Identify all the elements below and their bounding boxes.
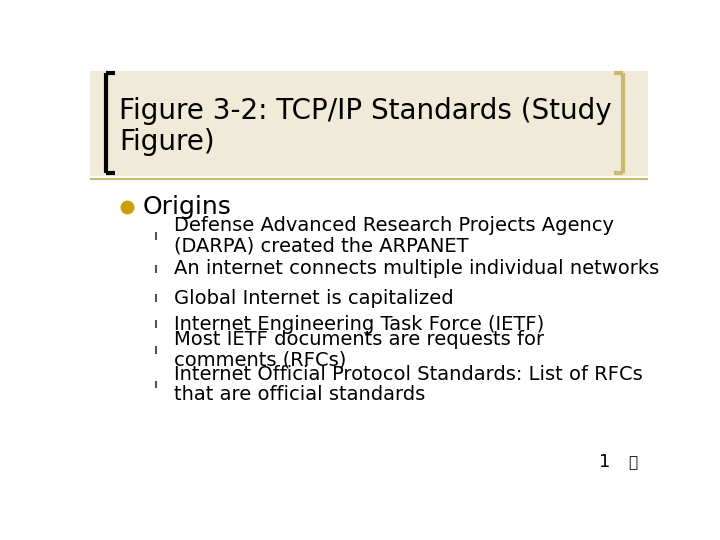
Text: 1: 1 — [600, 453, 611, 470]
Text: Figure): Figure) — [120, 128, 215, 156]
Text: 🔉: 🔉 — [629, 456, 638, 470]
Text: Most IETF documents are requests for: Most IETF documents are requests for — [174, 330, 544, 349]
Text: Origins: Origins — [143, 195, 232, 219]
Text: Internet Official Protocol Standards: List of RFCs: Internet Official Protocol Standards: Li… — [174, 364, 642, 383]
Text: Global Internet is capitalized: Global Internet is capitalized — [174, 288, 454, 308]
Text: An internet connects multiple individual networks: An internet connects multiple individual… — [174, 259, 659, 278]
Text: comments (RFCs): comments (RFCs) — [174, 350, 346, 369]
Text: Internet Engineering Task Force (IETF): Internet Engineering Task Force (IETF) — [174, 315, 544, 334]
Text: Figure 3-2: TCP/IP Standards (Study: Figure 3-2: TCP/IP Standards (Study — [120, 97, 612, 125]
Text: Defense Advanced Research Projects Agency: Defense Advanced Research Projects Agenc… — [174, 216, 613, 235]
Text: that are official standards: that are official standards — [174, 385, 425, 404]
Bar — [90, 71, 648, 177]
Text: (DARPA) created the ARPANET: (DARPA) created the ARPANET — [174, 237, 468, 255]
